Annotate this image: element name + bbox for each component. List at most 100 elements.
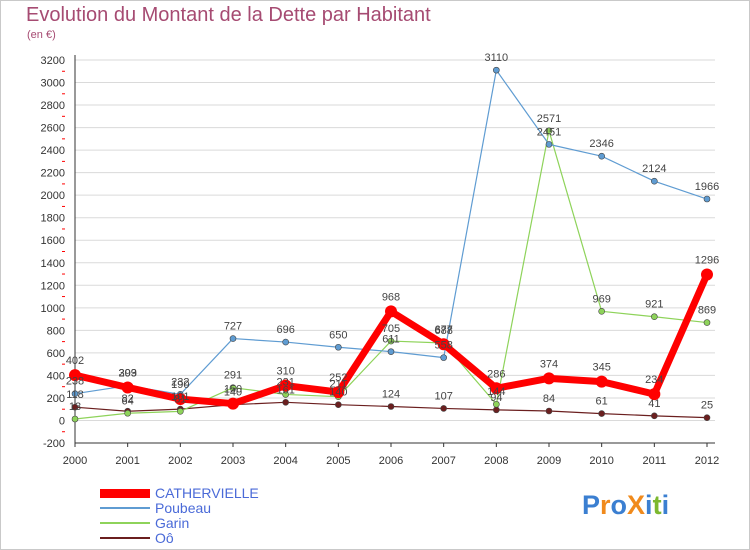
- data-point-cathervielle: [701, 268, 713, 281]
- data-label-garin: 2571: [537, 113, 561, 125]
- data-label-garin: 969: [592, 293, 610, 305]
- data-point-garin: [71, 415, 79, 423]
- y-tick-label: 1400: [41, 258, 65, 270]
- logo-letter: t: [652, 490, 662, 520]
- data-label-o-: 161: [276, 384, 294, 396]
- data-label-o-: 41: [648, 398, 660, 410]
- data-point-poubeau: [493, 66, 500, 74]
- y-tick-label: 2600: [41, 123, 65, 135]
- data-label-garin: 13: [69, 401, 81, 413]
- proxiti-logo: ProXiti: [582, 490, 669, 521]
- x-tick-label: 2008: [484, 455, 508, 467]
- x-tick-label: 2000: [63, 455, 87, 467]
- chart-subtitle: (en €): [27, 29, 56, 41]
- series-line-poubeau: [74, 69, 708, 395]
- data-label-cathervielle: 293: [118, 367, 136, 379]
- chart-legend: CATHERVIELLE Poubeau Garin Oô: [100, 486, 360, 546]
- y-tick-label: 1600: [41, 235, 65, 247]
- data-label-poubeau: 2451: [537, 126, 561, 138]
- data-point-poubeau: [440, 354, 447, 361]
- data-point-o-: [387, 403, 395, 410]
- data-label-cathervielle: 1296: [695, 254, 719, 266]
- logo-letter: i: [661, 490, 670, 520]
- data-label-o-: 94: [490, 392, 502, 404]
- x-tick-label: 2009: [537, 455, 561, 467]
- data-point-o-: [598, 410, 605, 417]
- x-tick-label: 2005: [326, 455, 350, 467]
- legend-label: Garin: [155, 515, 190, 531]
- x-tick-label: 2006: [379, 455, 403, 467]
- data-point-cathervielle: [174, 393, 187, 406]
- data-point-garin: [545, 127, 553, 135]
- data-label-poubeau: 727: [224, 321, 242, 333]
- legend-label: CATHERVIELLE: [155, 485, 259, 501]
- data-point-cathervielle: [490, 382, 503, 395]
- data-point-cathervielle: [227, 397, 239, 410]
- data-label-o-: 61: [596, 396, 608, 408]
- data-point-cathervielle: [648, 388, 661, 401]
- data-label-garin: 231: [276, 376, 294, 388]
- data-label-cathervielle: 677: [434, 324, 452, 336]
- data-point-poubeau: [703, 195, 711, 203]
- data-point-o-: [703, 414, 711, 421]
- data-label-poubeau: 232: [171, 376, 189, 388]
- data-point-garin: [229, 384, 237, 391]
- data-label-poubeau: 696: [276, 324, 294, 336]
- data-label-garin: 921: [645, 299, 663, 311]
- data-point-o-: [335, 401, 342, 409]
- chart-title: Evolution du Montant de la Dette par Hab…: [26, 4, 431, 26]
- legend-swatch-poubeau: [100, 507, 150, 509]
- y-tick-label: 1800: [41, 213, 65, 225]
- data-label-o-: 101: [171, 391, 189, 403]
- data-label-cathervielle: 150: [224, 384, 242, 396]
- data-point-poubeau: [71, 390, 79, 397]
- x-tick-label: 2004: [273, 455, 297, 467]
- logo-letter: i: [645, 490, 653, 520]
- data-label-o-: 84: [543, 393, 555, 405]
- data-point-cathervielle: [543, 372, 555, 385]
- data-point-o-: [440, 405, 447, 412]
- data-point-o-: [493, 406, 500, 414]
- data-label-o-: 140: [329, 387, 347, 399]
- data-point-poubeau: [335, 343, 342, 351]
- data-label-o-: 118: [66, 389, 84, 401]
- logo-letter: P: [582, 490, 601, 520]
- data-point-poubeau: [282, 338, 289, 346]
- legend-item-garin: Garin: [100, 516, 360, 531]
- data-label-poubeau: 2124: [642, 163, 666, 175]
- data-point-poubeau: [651, 177, 658, 185]
- legend-swatch-oo: [100, 537, 150, 539]
- x-tick-label: 2012: [695, 455, 719, 467]
- data-point-garin: [703, 319, 711, 326]
- data-label-cathervielle: 402: [66, 355, 84, 367]
- x-tick-label: 2011: [643, 455, 667, 467]
- data-point-o-: [651, 412, 658, 420]
- legend-item-cathervielle: CATHERVIELLE: [100, 486, 360, 501]
- data-label-poubeau: 309: [118, 368, 136, 380]
- data-label-cathervielle: 190: [171, 379, 189, 391]
- data-label-poubeau: 2346: [589, 138, 613, 150]
- data-label-poubeau: 611: [382, 334, 400, 346]
- data-point-cathervielle: [385, 305, 397, 318]
- data-label-poubeau: 238: [66, 376, 84, 388]
- y-tick-label: 3200: [41, 55, 65, 67]
- data-label-cathervielle: 374: [540, 358, 558, 370]
- data-label-poubeau: 558: [434, 340, 452, 352]
- x-tick-label: 2010: [589, 455, 613, 467]
- data-point-o-: [545, 407, 553, 415]
- data-label-cathervielle: 968: [382, 291, 400, 303]
- data-point-cathervielle: [595, 375, 608, 388]
- data-label-o-: 82: [122, 393, 134, 405]
- data-label-garin: 144: [487, 386, 505, 398]
- data-label-garin: 64: [122, 395, 134, 407]
- data-label-o-: 107: [434, 390, 452, 402]
- data-label-cathervielle: 345: [592, 362, 610, 374]
- data-point-garin: [651, 313, 658, 321]
- y-tick-label: 2400: [41, 145, 65, 157]
- x-tick-label: 2003: [221, 455, 245, 467]
- legend-swatch-cathervielle: [100, 488, 150, 498]
- data-label-poubeau: 650: [329, 329, 347, 341]
- data-label-o-: 124: [382, 389, 400, 401]
- data-point-cathervielle: [279, 379, 292, 392]
